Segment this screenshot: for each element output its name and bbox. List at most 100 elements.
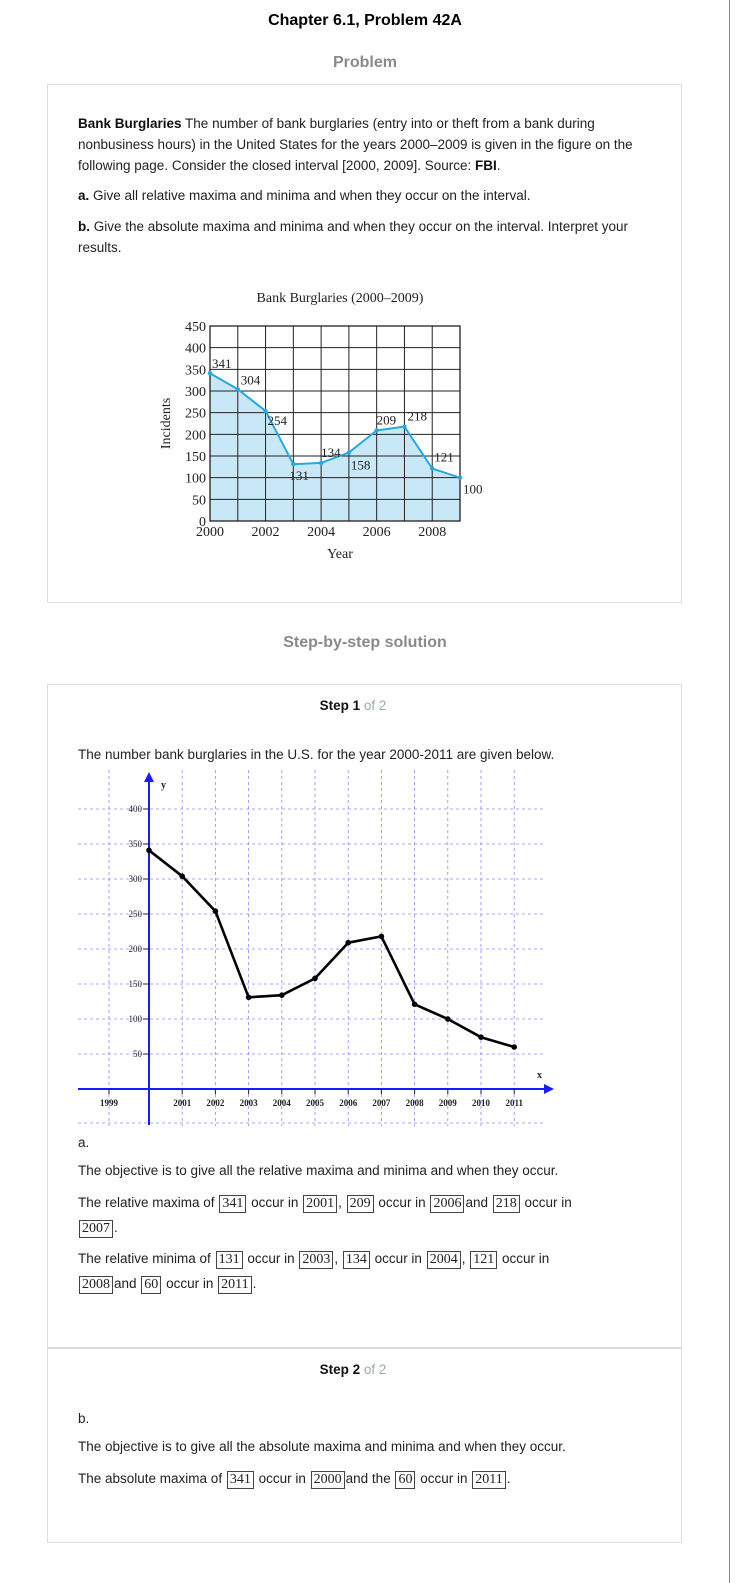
part-b-text: Give the absolute maxima and minima and … (78, 219, 629, 255)
y-tick-label: 0 (199, 515, 206, 530)
x-tick-label: 2009 (439, 1098, 458, 1108)
data-point (430, 466, 435, 471)
y-tick-label: 250 (185, 407, 206, 422)
x-tick-label: 2006 (363, 525, 391, 540)
step1-of: of 2 (360, 698, 387, 713)
step1-intro: The number bank burglaries in the U.S. f… (78, 747, 555, 762)
data-point (346, 450, 352, 455)
data-label: 218 (407, 409, 427, 424)
step2-number: Step 2 (319, 1362, 361, 1377)
x-tick-label: 2004 (307, 525, 335, 540)
occur-in: occur in (251, 1195, 299, 1210)
y-tick-label: 50 (192, 493, 206, 508)
data-point (374, 428, 379, 433)
burglaries-line-graph: 50 100 150 200 250 300 350 400 1999 2001 2002 2003 2… (78, 770, 554, 1126)
x-tick-label: 2006 (339, 1098, 358, 1108)
data-label: 158 (351, 458, 371, 473)
occur-in: occur in (247, 1251, 295, 1266)
x-tick-label: 2010 (472, 1098, 491, 1108)
series-line (209, 372, 461, 479)
y-tick-label: 200 (129, 944, 143, 954)
and-word: and (465, 1195, 488, 1210)
step1-label: Step 1 of 2 (0, 698, 706, 713)
min-year-3: 2008 (79, 1276, 113, 1294)
page-title: Chapter 6.1, Problem 42A (268, 12, 462, 29)
occur-in: occur in (502, 1251, 550, 1266)
x-tick-label: 2002 (206, 1098, 225, 1108)
part-b-label: b. (78, 219, 90, 234)
max-value-1: 341 (219, 1195, 247, 1213)
problem-lead: Bank Burglaries (78, 116, 182, 131)
x-tick-label: 2005 (306, 1098, 325, 1108)
plot-frame (209, 325, 461, 522)
x-axis-label: Year (327, 547, 353, 562)
data-label: 134 (321, 445, 341, 460)
x-tick-label: 2008 (418, 525, 446, 540)
problem-source-end: . (496, 158, 501, 173)
abs-prefix: The absolute maxima of (78, 1471, 223, 1486)
min-value-2: 134 (342, 1251, 370, 1269)
problem-body: The number of bank burglaries (entry int… (78, 116, 633, 173)
max-year-2: 2006 (430, 1195, 465, 1213)
y-tick-label: 100 (185, 472, 206, 487)
data-point (312, 975, 318, 982)
y-tick-label: 400 (185, 342, 206, 357)
series-line (148, 849, 515, 1049)
y-tick-label: 200 (185, 428, 206, 443)
data-label: 304 (241, 372, 261, 387)
relative-maxima-sentence: The relative maxima of 341 occur in 2001… (78, 1195, 572, 1238)
problem-source: FBI (475, 158, 497, 173)
abs-value-2: 60 (395, 1471, 416, 1489)
step1-card (47, 684, 682, 1348)
step1-number: Step 1 (319, 698, 361, 713)
x-axis-label: x (537, 1070, 542, 1081)
y-tick-label: 100 (129, 1014, 143, 1024)
data-point (235, 387, 240, 392)
abs-year-1: 2000 (310, 1471, 345, 1489)
occur-in: occur in (166, 1276, 214, 1291)
y-tick-label: 50 (133, 1049, 143, 1059)
data-point (179, 873, 185, 879)
y-tick-label: 300 (185, 385, 206, 400)
max-year-3: 2007 (79, 1220, 113, 1238)
step2-part-b: b. (78, 1411, 90, 1426)
y-tick-label: 400 (129, 804, 143, 814)
data-label: 121 (434, 450, 454, 465)
step1-objective: The objective is to give all the relativ… (78, 1163, 559, 1178)
y-tick-label: 150 (185, 450, 206, 465)
y-axis-label: y (161, 780, 166, 791)
occur-in: occur in (258, 1471, 306, 1486)
step2-label: Step 2 of 2 (0, 1362, 706, 1377)
occur-in: occur in (374, 1251, 422, 1266)
min-value-1: 131 (215, 1251, 243, 1269)
problem-header: Problem (332, 54, 397, 71)
min-value-4: 60 (141, 1276, 162, 1294)
chart-title: Bank Burglaries (2000–2009) (257, 291, 424, 306)
data-point (378, 933, 385, 940)
solution-header: Step-by-step solution (283, 634, 447, 651)
data-point (207, 371, 213, 376)
data-point (411, 1001, 418, 1008)
min-year-4: 2011 (218, 1276, 252, 1294)
relative-minima-sentence: The relative minima of 131 occur in 2003… (78, 1251, 550, 1294)
x-tick-label: 2000 (196, 525, 224, 540)
data-label: 209 (377, 412, 397, 427)
data-point (245, 994, 252, 1001)
data-label: 254 (268, 413, 288, 428)
abs-value-1: 341 (226, 1471, 254, 1489)
y-tick-label: 300 (129, 874, 143, 884)
x-tick-label: 2002 (252, 525, 280, 540)
data-point (146, 847, 152, 854)
y-tick-label: 350 (129, 839, 143, 849)
data-point (212, 908, 219, 914)
max-value-2: 209 (346, 1195, 374, 1213)
data-point (291, 462, 296, 467)
y-tick-label: 150 (129, 979, 143, 989)
max-prefix: The relative maxima of (78, 1195, 215, 1210)
data-point (318, 460, 324, 466)
y-axis-label: Incidents (159, 398, 174, 449)
data-label: 100 (463, 482, 483, 497)
absolute-maxima-sentence: The absolute maxima of 341 occur in 2000… (78, 1471, 511, 1489)
min-year-1: 2003 (299, 1251, 334, 1269)
min-prefix: The relative minima of (78, 1251, 211, 1266)
